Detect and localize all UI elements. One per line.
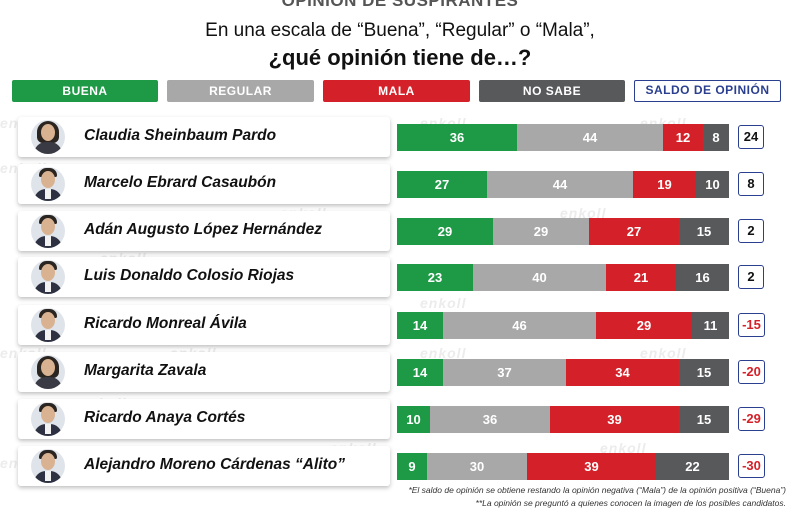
bar-segment-buena: 14 [397, 359, 443, 386]
bar-segment-buena: 36 [397, 124, 517, 151]
candidate-card: Ricardo Monreal Ávila [18, 305, 390, 345]
bar-segment-regular: 44 [487, 171, 633, 198]
footnote-1: *El saldo de opinión se obtiene restando… [408, 485, 786, 495]
candidate-photo [31, 167, 65, 201]
candidate-name: Claudia Sheinbaum Pardo [84, 127, 277, 144]
chart-row: Luis Donaldo Colosio Riojas 23 40 21 16 2 [0, 257, 800, 297]
bar-segment-buena: 23 [397, 264, 473, 291]
bar-segment-buena: 29 [397, 218, 493, 245]
bar-segment-mala: 21 [606, 264, 676, 291]
bar-segment-no-sabe: 22 [656, 453, 729, 480]
bar-segment-mala: 39 [550, 406, 679, 433]
chart-question: ¿qué opinión tiene de…? [268, 45, 532, 70]
bar-segment-regular: 40 [473, 264, 606, 291]
legend-buena: BUENA [12, 80, 158, 102]
bar-segment-mala: 39 [527, 453, 656, 480]
candidate-card: Marcelo Ebrard Casaubón [18, 164, 390, 204]
chart-row: Alejandro Moreno Cárdenas “Alito” 9 30 39 22… [0, 446, 800, 486]
candidate-name: Ricardo Monreal Ávila [84, 315, 247, 332]
saldo-value: -20 [738, 360, 765, 384]
candidate-photo [31, 449, 65, 483]
chart-title: OPINIÓN DE SUSPIRANTES [281, 0, 519, 10]
bar-segment-regular: 30 [427, 453, 527, 480]
bar-segment-no-sabe: 11 [692, 312, 729, 339]
legend-mala: MALA [323, 80, 470, 102]
candidate-name: Adán Augusto López Hernández [84, 221, 322, 238]
stacked-bar: 9 30 39 22 [397, 453, 729, 480]
bar-segment-no-sabe: 15 [679, 218, 729, 245]
candidate-name: Alejandro Moreno Cárdenas “Alito” [84, 456, 345, 473]
bar-segment-no-sabe: 16 [676, 264, 729, 291]
candidate-photo [31, 402, 65, 436]
bar-segment-no-sabe: 15 [679, 406, 729, 433]
saldo-value: 2 [738, 265, 764, 289]
saldo-value: -15 [738, 313, 765, 337]
candidate-name: Margarita Zavala [84, 362, 207, 379]
candidate-card: Luis Donaldo Colosio Riojas [18, 257, 390, 297]
bar-segment-regular: 44 [517, 124, 663, 151]
bar-segment-mala: 12 [663, 124, 703, 151]
candidate-card: Adán Augusto López Hernández [18, 211, 390, 251]
candidate-card: Alejandro Moreno Cárdenas “Alito” [18, 446, 390, 486]
bar-segment-mala: 19 [633, 171, 696, 198]
bar-segment-buena: 10 [397, 406, 430, 433]
stacked-bar: 14 37 34 15 [397, 359, 729, 386]
candidate-name: Luis Donaldo Colosio Riojas [84, 267, 295, 284]
candidate-name: Marcelo Ebrard Casaubón [84, 174, 277, 191]
chart-row: Adán Augusto López Hernández 29 29 27 15 2 [0, 211, 800, 251]
candidate-photo [31, 214, 65, 248]
bar-segment-regular: 37 [443, 359, 566, 386]
chart-subtitle: En una escala de “Buena”, “Regular” o “M… [205, 20, 595, 41]
bar-segment-buena: 27 [397, 171, 487, 198]
stacked-bar: 29 29 27 15 [397, 218, 729, 245]
bar-segment-regular: 36 [430, 406, 550, 433]
legend-regular: REGULAR [167, 80, 314, 102]
saldo-value: -30 [738, 454, 765, 478]
chart-row: Ricardo Monreal Ávila 14 46 29 11 -15 [0, 305, 800, 345]
chart-row: Claudia Sheinbaum Pardo 36 44 12 8 24 [0, 117, 800, 157]
chart-row: Marcelo Ebrard Casaubón 27 44 19 10 8 [0, 164, 800, 204]
bar-segment-mala: 27 [589, 218, 679, 245]
candidate-card: Claudia Sheinbaum Pardo [18, 117, 390, 157]
saldo-value: 24 [738, 125, 764, 149]
footnote-2: **La opinión se preguntó a quienes conoc… [475, 498, 786, 508]
saldo-value: 8 [738, 172, 764, 196]
stacked-bar: 27 44 19 10 [397, 171, 729, 198]
candidate-photo [31, 260, 65, 294]
legend-saldo: SALDO DE OPINIÓN [634, 80, 781, 102]
candidate-name: Ricardo Anaya Cortés [84, 409, 246, 426]
legend: BUENA REGULAR MALA NO SABE SALDO DE OPIN… [0, 80, 800, 104]
candidate-photo [31, 120, 65, 154]
bar-segment-no-sabe: 10 [696, 171, 729, 198]
candidate-photo [31, 355, 65, 389]
candidate-card: Margarita Zavala [18, 352, 390, 392]
stacked-bar: 23 40 21 16 [397, 264, 729, 291]
stacked-bar: 36 44 12 8 [397, 124, 729, 151]
candidate-card: Ricardo Anaya Cortés [18, 399, 390, 439]
candidate-photo [31, 308, 65, 342]
bar-segment-no-sabe: 15 [679, 359, 729, 386]
saldo-value: -29 [738, 407, 765, 431]
stacked-bar: 14 46 29 11 [397, 312, 729, 339]
chart-row: Margarita Zavala 14 37 34 15 -20 [0, 352, 800, 392]
bar-segment-buena: 9 [397, 453, 427, 480]
bar-segment-no-sabe: 8 [703, 124, 729, 151]
bar-segment-buena: 14 [397, 312, 443, 339]
bar-segment-mala: 29 [596, 312, 692, 339]
bar-segment-regular: 29 [493, 218, 589, 245]
legend-no-sabe: NO SABE [479, 80, 625, 102]
stacked-bar: 10 36 39 15 [397, 406, 729, 433]
saldo-value: 2 [738, 219, 764, 243]
chart-row: Ricardo Anaya Cortés 10 36 39 15 -29 [0, 399, 800, 439]
bar-segment-regular: 46 [443, 312, 596, 339]
bar-segment-mala: 34 [566, 359, 679, 386]
